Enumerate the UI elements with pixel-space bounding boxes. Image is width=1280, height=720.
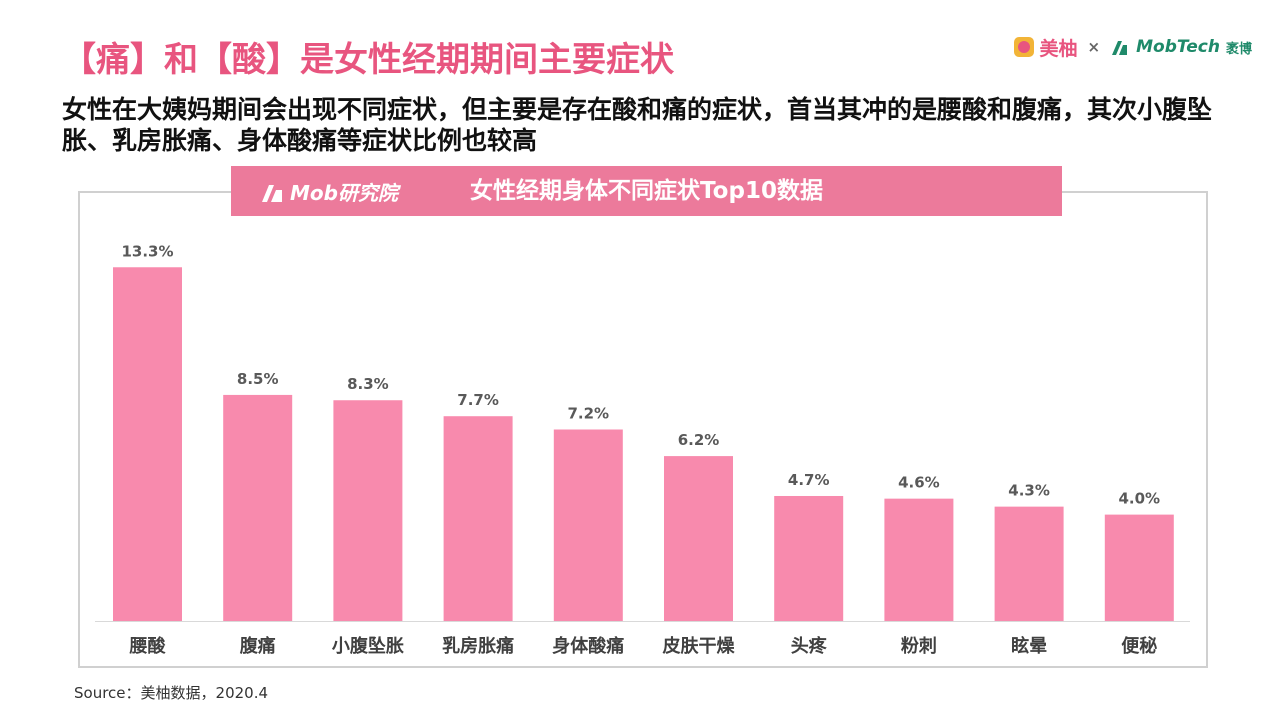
chart-banner: Mob研究院 女性经期身体不同症状Top10数据	[231, 166, 1062, 216]
times-separator: ×	[1087, 38, 1101, 56]
data-label-8: 4.3%	[1008, 482, 1050, 500]
category-label-9: 便秘	[1121, 635, 1157, 657]
bar-1	[223, 394, 293, 621]
bar-5	[664, 456, 733, 621]
page-subtitle: 女性在大姨妈期间会出现不同症状，但主要是存在酸和痛的症状，首当其冲的是腰酸和腹痛…	[62, 95, 1213, 155]
category-label-6: 头疼	[791, 635, 828, 657]
category-label-7: 粉刺	[901, 635, 937, 657]
meiyou-logo-text: 美柚	[1039, 37, 1078, 60]
chart-title: 女性经期身体不同症状Top10数据	[470, 178, 823, 204]
category-label-8: 眩晕	[1011, 635, 1047, 657]
data-label-5: 6.2%	[678, 431, 720, 449]
category-label-2: 小腹坠胀	[332, 635, 404, 657]
page-title: 【痛】和【酸】是女性经期期间主要症状	[62, 40, 674, 80]
data-label-4: 7.2%	[567, 405, 609, 423]
mob-research-logo: Mob研究院	[259, 177, 398, 206]
bar-8	[994, 506, 1064, 621]
data-label-0: 13.3%	[121, 242, 173, 260]
mob-research-logo-text: Mob研究院	[290, 181, 398, 205]
mobtech-logo-cn: 袤博	[1225, 41, 1252, 57]
bar-4	[553, 429, 623, 621]
mobtech-logo-text: MobTech	[1136, 37, 1220, 57]
data-label-1: 8.5%	[237, 370, 279, 388]
category-label-5: 皮肤干燥	[663, 635, 736, 657]
mobtech-logo-icon	[1112, 41, 1128, 55]
data-label-2: 8.3%	[347, 375, 389, 393]
mob-research-logo-icon	[262, 184, 282, 202]
bar-6	[774, 495, 844, 621]
bar-3	[443, 416, 513, 621]
category-label-1: 腹痛	[240, 635, 276, 657]
category-label-4: 身体酸痛	[552, 635, 624, 657]
bar-7	[884, 498, 954, 621]
data-label-7: 4.6%	[898, 474, 940, 492]
source-note: Source：美柚数据，2020.4	[74, 684, 269, 702]
bar-9	[1104, 514, 1174, 621]
brand-logos: 美柚 × MobTech 袤博	[1013, 32, 1252, 62]
meiyou-logo-icon	[1013, 37, 1034, 57]
category-label-0: 腰酸	[129, 635, 167, 657]
data-label-6: 4.7%	[788, 471, 830, 489]
bar-0	[113, 267, 182, 621]
bar-2	[333, 400, 403, 621]
category-label-3: 乳房胀痛	[442, 635, 514, 657]
data-label-3: 7.7%	[457, 391, 499, 409]
data-label-9: 4.0%	[1118, 490, 1160, 508]
